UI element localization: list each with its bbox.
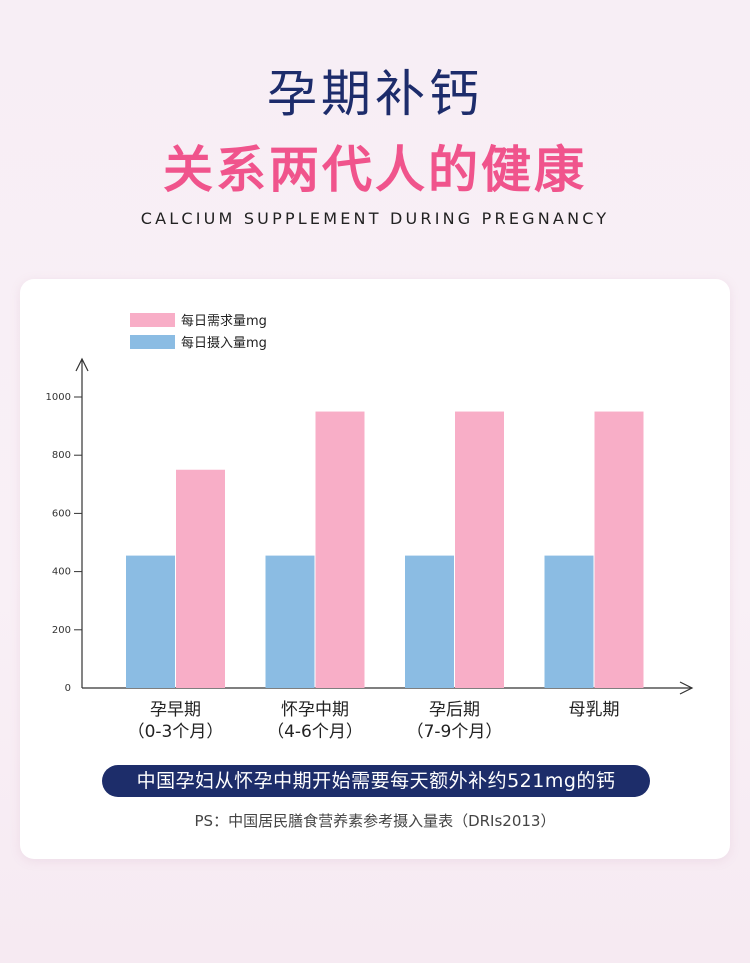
page-subtitle: 关系两代人的健康 — [163, 141, 587, 199]
bar — [544, 555, 594, 688]
x-tick-label: 孕后期 — [429, 700, 480, 720]
y-axis-arrow — [75, 357, 89, 372]
x-tick-sublabel: （4-6个月） — [267, 722, 363, 742]
bar — [126, 555, 175, 688]
y-tick-label: 800 — [52, 450, 71, 461]
x-tick-label: 母乳期 — [569, 700, 620, 720]
bar — [265, 555, 315, 688]
page-title: 孕期补钙 — [267, 65, 483, 123]
bar — [405, 555, 454, 688]
x-tick-sublabel: （7-9个月） — [407, 722, 503, 742]
legend-swatch — [130, 313, 175, 327]
legend-label: 每日摄入量mg — [181, 335, 267, 351]
y-tick-label: 200 — [52, 625, 71, 636]
y-tick-label: 0 — [65, 683, 71, 694]
bar — [315, 411, 365, 688]
legend-swatch — [130, 335, 175, 349]
y-tick-label: 400 — [52, 567, 71, 578]
source-footnote: PS：中国居民膳食营养素参考摄入量表（DRIs2013） — [194, 812, 556, 830]
bar — [176, 469, 225, 688]
x-tick-label: 孕早期 — [150, 700, 201, 720]
bar — [594, 411, 644, 688]
chart-card: 0 200 400 600 800 1000 孕早期 （0-3个月） 怀孕中期 （4-6个月） 孕后… — [20, 279, 730, 859]
bar — [455, 411, 504, 688]
summary-banner: 中国孕妇从怀孕中期开始需要每天额外补约521mg的钙 — [102, 765, 650, 797]
legend-label: 每日需求量mg — [181, 313, 267, 329]
x-tick-sublabel: （0-3个月） — [128, 722, 224, 742]
english-caption: CALCIUM SUPPLEMENT DURING PREGNANCY — [140, 209, 610, 228]
bar-chart: 0 200 400 600 800 1000 孕早期（0-3个月） 怀孕中期（4-6个月） 孕后… — [46, 313, 694, 742]
x-axis-arrow — [679, 681, 694, 695]
y-tick-label: 1000 — [46, 392, 71, 403]
x-tick-label: 怀孕中期 — [281, 700, 349, 720]
y-tick-label: 600 — [52, 508, 71, 519]
